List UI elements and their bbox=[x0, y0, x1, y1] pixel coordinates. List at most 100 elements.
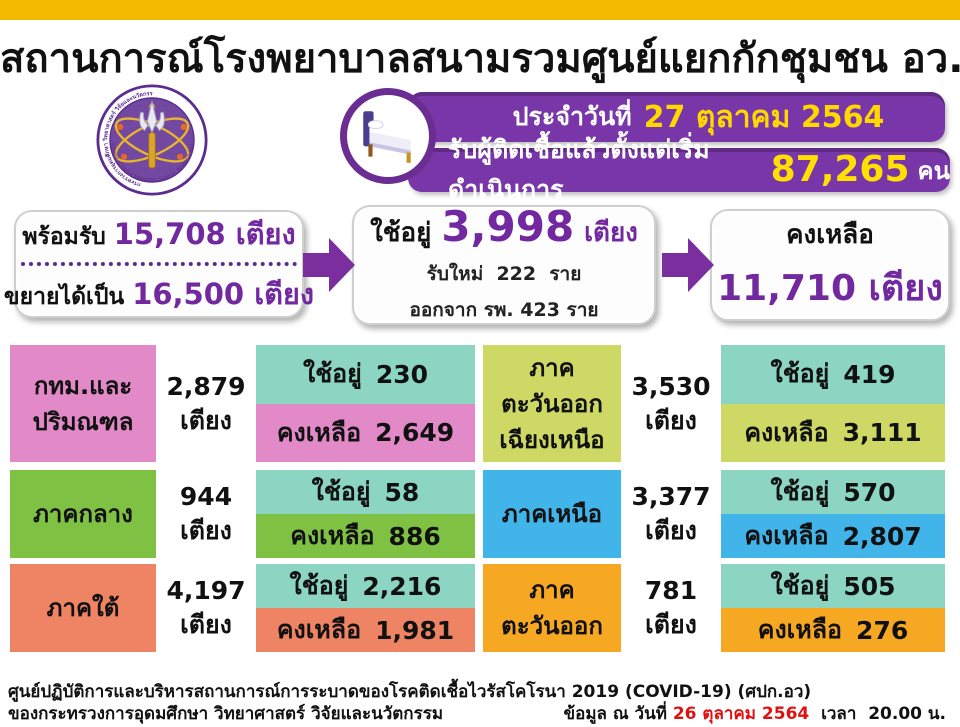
capacity-expand-label: ขยายได้เป็น bbox=[3, 284, 125, 310]
ministry-seal-icon: กระทรวงการอุดมศึกษา วิทยาศาสตร์ วิจัยและ… bbox=[94, 79, 208, 196]
in-use-value: 3,998 bbox=[441, 201, 575, 251]
region-beds-unit: เตียง bbox=[645, 610, 697, 639]
capacity-expand-value: 16,500 เตียง bbox=[132, 277, 315, 311]
region-name-box: ภาคใต้ bbox=[10, 564, 156, 652]
region-beds-unit: เตียง bbox=[645, 405, 697, 435]
region-name-line: กทม.และ bbox=[33, 371, 133, 400]
region-group-central: ภาคกลาง 944 เตียง ใช้อยู่ 58 คงเหลือ 886 bbox=[10, 470, 475, 558]
region-name-line: ภาค bbox=[529, 353, 575, 382]
region-name-line: ภาคกลาง bbox=[33, 500, 133, 528]
region-beds-value: 2,879 bbox=[166, 371, 246, 401]
region-remaining-row: คงเหลือ 3,111 bbox=[721, 403, 945, 462]
used-value: 570 bbox=[843, 477, 896, 507]
used-label: ใช้อยู่ bbox=[302, 359, 362, 389]
cumulative-banner-unit: คน bbox=[917, 156, 950, 185]
region-name-line: เฉียงเหนือ bbox=[499, 425, 605, 454]
region-usage-stack: ใช้อยู่ 419 คงเหลือ 3,111 bbox=[721, 345, 945, 462]
used-label: ใช้อยู่ bbox=[311, 477, 371, 506]
remaining-label: คงเหลือ bbox=[276, 615, 362, 644]
region-used-row: ใช้อยู่ 419 bbox=[721, 345, 945, 404]
used-label: ใช้อยู่ bbox=[289, 571, 349, 600]
region-beds-unit: เตียง bbox=[645, 516, 697, 545]
remaining-label: คงเหลือ bbox=[744, 417, 829, 447]
remaining-box: คงเหลือ 11,710 เตียง bbox=[710, 209, 950, 321]
cumulative-banner-value: 87,265 bbox=[770, 149, 910, 190]
region-group-north: ภาคเหนือ 3,377 เตียง ใช้อยู่ 570 คงเหลือ… bbox=[483, 470, 945, 558]
region-bed-count: 3,530 เตียง bbox=[621, 345, 721, 462]
region-name-box: กทม.และ ปริมณฑล bbox=[10, 345, 156, 462]
footer-data-note: ข้อมูล ณ วันที่ 26 ตุลาคม 2564 เวลา 20.0… bbox=[563, 700, 946, 727]
region-name-line: ตะวันออก bbox=[501, 389, 603, 418]
region-name-line: ปริมณฑล bbox=[32, 407, 134, 436]
region-name-line: ตะวันออก bbox=[501, 612, 603, 640]
in-use-line: ใช้อยู่ 3,998 เตียง bbox=[370, 201, 638, 253]
capacity-ready-line: พร้อมรับ 15,708 เตียง bbox=[22, 211, 295, 257]
dotted-divider bbox=[20, 262, 298, 266]
region-remaining-row: คงเหลือ 886 bbox=[256, 514, 475, 558]
region-used-row: ใช้อยู่ 570 bbox=[721, 470, 945, 514]
capacity-ready-value: 15,708 เตียง bbox=[113, 217, 296, 251]
region-remaining-row: คงเหลือ 1,981 bbox=[256, 608, 475, 652]
note-suffix: เวลา 20.00 น. bbox=[809, 704, 946, 724]
remaining-value: 276 bbox=[856, 615, 909, 645]
in-use-label: ใช้อยู่ bbox=[370, 217, 432, 248]
region-remaining-row: คงเหลือ 2,649 bbox=[256, 403, 475, 462]
region-group-bangkok: กทม.และ ปริมณฑล 2,879 เตียง ใช้อยู่ 230 … bbox=[10, 345, 475, 462]
remaining-label: คงเหลือ bbox=[757, 615, 843, 644]
remaining-value: 1,981 bbox=[375, 615, 455, 645]
used-label: ใช้อยู่ bbox=[770, 571, 830, 600]
region-name-line: ภาคใต้ bbox=[46, 594, 120, 622]
used-value: 58 bbox=[384, 477, 420, 507]
region-beds-unit: เตียง bbox=[180, 610, 232, 639]
remaining-label: คงเหลือ bbox=[290, 521, 375, 550]
arrow-right-icon bbox=[662, 238, 714, 292]
region-name-box: ภาค ตะวันออก bbox=[483, 564, 621, 652]
date-banner-value: 27 ตุลาคม 2564 bbox=[643, 99, 885, 135]
top-accent-bar bbox=[0, 0, 960, 20]
region-bed-count: 2,879 เตียง bbox=[156, 345, 256, 462]
discharged: ออกจาก รพ. 423 ราย bbox=[409, 298, 599, 321]
region-group-east: ภาค ตะวันออก 781 เตียง ใช้อยู่ 505 คงเหล… bbox=[483, 564, 945, 652]
region-usage-stack: ใช้อยู่ 58 คงเหลือ 886 bbox=[256, 470, 475, 558]
cumulative-banner-label: รับผู้ติดเชื้อแล้วตั้งแต่เริ่มดำเนินการ bbox=[448, 135, 710, 204]
page-title: สถานการณ์โรงพยาบาลสนามรวมศูนย์แยกกักชุมช… bbox=[0, 36, 960, 82]
remaining-label: คงเหลือ bbox=[276, 417, 362, 447]
region-remaining-row: คงเหลือ 276 bbox=[721, 608, 945, 652]
used-value: 419 bbox=[843, 359, 896, 389]
remaining-label: คงเหลือ bbox=[786, 220, 874, 250]
region-remaining-row: คงเหลือ 2,807 bbox=[721, 514, 945, 558]
region-usage-stack: ใช้อยู่ 505 คงเหลือ 276 bbox=[721, 564, 945, 652]
region-name-box: ภาค ตะวันออก เฉียงเหนือ bbox=[483, 345, 621, 462]
used-value: 2,216 bbox=[362, 571, 442, 601]
in-use-box: ใช้อยู่ 3,998 เตียง รับใหม่ 222 ราย ออกจ… bbox=[352, 205, 656, 325]
capacity-box: พร้อมรับ 15,708 เตียง ขยายได้เป็น 16,500… bbox=[4, 210, 314, 318]
footer-org-line2: ของกระทรวงการอุดมศึกษา วิทยาศาสตร์ วิจัย… bbox=[8, 704, 444, 724]
region-usage-stack: ใช้อยู่ 2,216 คงเหลือ 1,981 bbox=[256, 564, 475, 652]
bed-badge bbox=[340, 88, 436, 184]
region-name-box: ภาคกลาง bbox=[10, 470, 156, 558]
new-admissions: รับใหม่ 222 ราย bbox=[426, 262, 582, 285]
cumulative-banner: รับผู้ติดเชื้อแล้วตั้งแต่เริ่มดำเนินการ … bbox=[408, 135, 950, 204]
ministry-seal-logo: กระทรวงการอุดมศึกษา วิทยาศาสตร์ วิจัยและ… bbox=[94, 79, 208, 196]
date-banner: ประจำวันที่ 27 ตุลาคม 2564 bbox=[408, 92, 945, 142]
region-usage-stack: ใช้อยู่ 230 คงเหลือ 2,649 bbox=[256, 345, 475, 462]
region-beds-value: 3,530 bbox=[631, 371, 711, 401]
region-usage-stack: ใช้อยู่ 570 คงเหลือ 2,807 bbox=[721, 470, 945, 558]
remaining-label: คงเหลือ bbox=[744, 521, 829, 550]
note-date: 26 ตุลาคม 2564 bbox=[672, 704, 810, 724]
region-beds-value: 3,377 bbox=[631, 482, 711, 512]
region-beds-unit: เตียง bbox=[180, 405, 232, 435]
capacity-ready-label: พร้อมรับ bbox=[22, 224, 106, 250]
remaining-value: 886 bbox=[388, 521, 441, 551]
region-beds-value: 4,197 bbox=[166, 576, 246, 606]
remaining-value: 11,710 เตียง bbox=[717, 268, 943, 309]
region-bed-count: 3,377 เตียง bbox=[621, 470, 721, 558]
region-used-row: ใช้อยู่ 58 bbox=[256, 470, 475, 514]
region-used-row: ใช้อยู่ 2,216 bbox=[256, 564, 475, 608]
region-name-box: ภาคเหนือ bbox=[483, 470, 621, 558]
region-bed-count: 781 เตียง bbox=[621, 564, 721, 652]
region-used-row: ใช้อยู่ 230 bbox=[256, 345, 475, 404]
region-bed-count: 4,197 เตียง bbox=[156, 564, 256, 652]
bed-icon bbox=[363, 111, 411, 163]
